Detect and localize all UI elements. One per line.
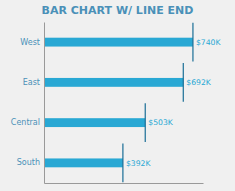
data-label: $692K	[186, 78, 212, 87]
data-label: $392K	[126, 159, 152, 168]
bar	[44, 78, 183, 87]
plot: West East Central South $740K $692K $503K $392K	[11, 23, 222, 184]
bar	[44, 158, 123, 167]
y-tick: Central	[11, 118, 40, 127]
background	[0, 0, 235, 191]
y-tick: West	[20, 38, 40, 47]
y-tick-label: Central	[11, 118, 40, 127]
line-end	[122, 143, 123, 182]
data-label: $740K	[196, 38, 222, 47]
data-labels: $740K $692K $503K $392K	[126, 38, 222, 168]
line-end	[192, 23, 193, 62]
bar	[44, 38, 193, 47]
y-axis-line	[44, 23, 45, 184]
y-tick-label: West	[20, 38, 40, 47]
chart: BAR CHART W/ LINE END West East Central Sout…	[0, 0, 235, 191]
y-axis: West East Central South	[11, 23, 45, 184]
y-tick-label: South	[17, 158, 40, 167]
y-tick-label: East	[23, 78, 40, 87]
marks	[44, 23, 193, 183]
line-end	[145, 103, 146, 142]
y-tick: East	[23, 78, 40, 87]
x-axis	[45, 183, 204, 184]
bar	[44, 118, 145, 127]
x-axis-line	[45, 183, 204, 184]
y-tick: South	[17, 158, 40, 167]
title: BAR CHART W/ LINE END	[42, 4, 194, 17]
data-label: $503K	[148, 118, 174, 127]
line-end	[183, 63, 184, 102]
